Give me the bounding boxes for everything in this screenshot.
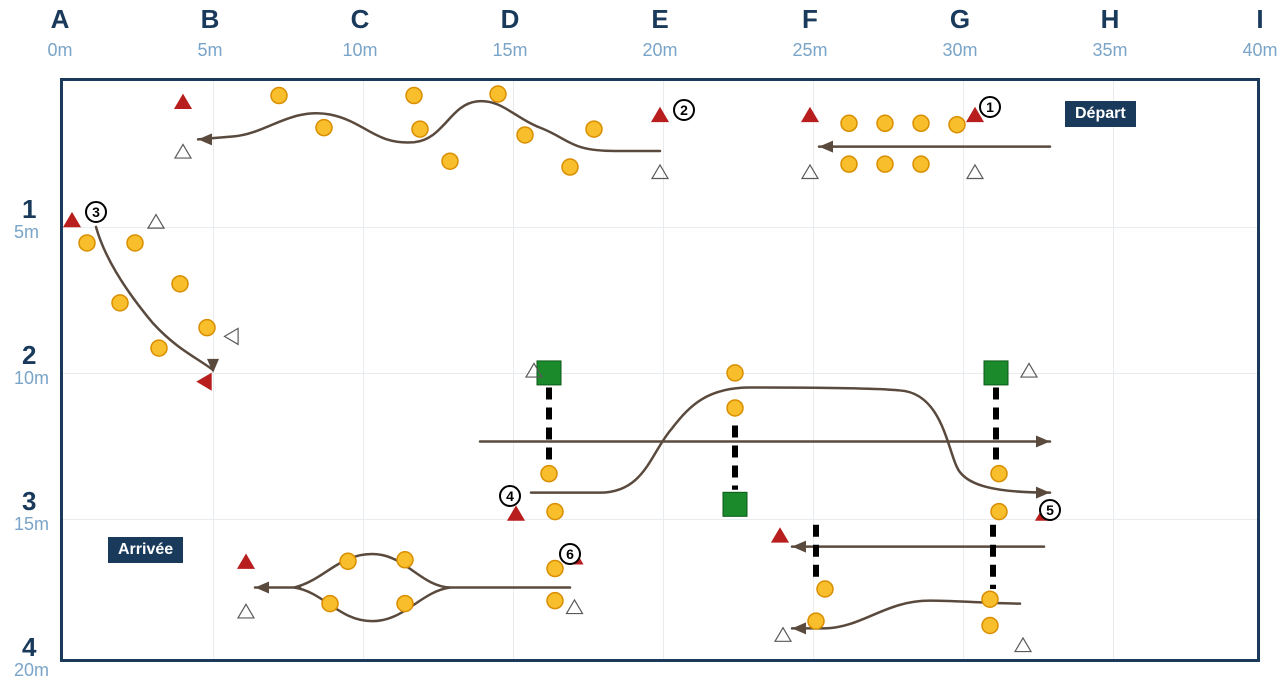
col-dist-H: 35m: [1092, 40, 1127, 61]
col-dist-D: 15m: [492, 40, 527, 61]
step-number-2: 2: [673, 99, 695, 121]
row-dist-4: 20m: [14, 660, 49, 681]
grid-h: [63, 373, 1257, 374]
col-letter-A: A: [51, 4, 70, 35]
grid-v: [513, 81, 514, 659]
col-letter-D: D: [501, 4, 520, 35]
step-number-4: 4: [499, 485, 521, 507]
col-dist-A: 0m: [47, 40, 72, 61]
grid-v: [1113, 81, 1114, 659]
row-num-1: 1: [22, 194, 36, 225]
col-letter-F: F: [802, 4, 818, 35]
row-dist-1: 5m: [14, 222, 39, 243]
col-letter-G: G: [950, 4, 970, 35]
col-dist-C: 10m: [342, 40, 377, 61]
depart-badge: Départ: [1065, 101, 1136, 127]
row-dist-3: 15m: [14, 514, 49, 535]
col-dist-E: 20m: [642, 40, 677, 61]
col-dist-F: 25m: [792, 40, 827, 61]
row-num-2: 2: [22, 340, 36, 371]
col-letter-C: C: [351, 4, 370, 35]
col-letter-E: E: [651, 4, 668, 35]
col-dist-B: 5m: [197, 40, 222, 61]
grid-h: [63, 227, 1257, 228]
step-number-6: 6: [559, 543, 581, 565]
step-number-5: 5: [1039, 499, 1061, 521]
grid-v: [963, 81, 964, 659]
col-letter-H: H: [1101, 4, 1120, 35]
grid-v: [813, 81, 814, 659]
col-dist-G: 30m: [942, 40, 977, 61]
arrivee-badge: Arrivée: [108, 537, 183, 563]
row-num-3: 3: [22, 486, 36, 517]
col-dist-I: 40m: [1242, 40, 1277, 61]
col-letter-I: I: [1256, 4, 1263, 35]
grid-v: [363, 81, 364, 659]
row-num-4: 4: [22, 632, 36, 663]
arena-border: [60, 78, 1260, 662]
grid-v: [213, 81, 214, 659]
grid-h: [63, 519, 1257, 520]
row-dist-2: 10m: [14, 368, 49, 389]
col-letter-B: B: [201, 4, 220, 35]
grid-v: [663, 81, 664, 659]
